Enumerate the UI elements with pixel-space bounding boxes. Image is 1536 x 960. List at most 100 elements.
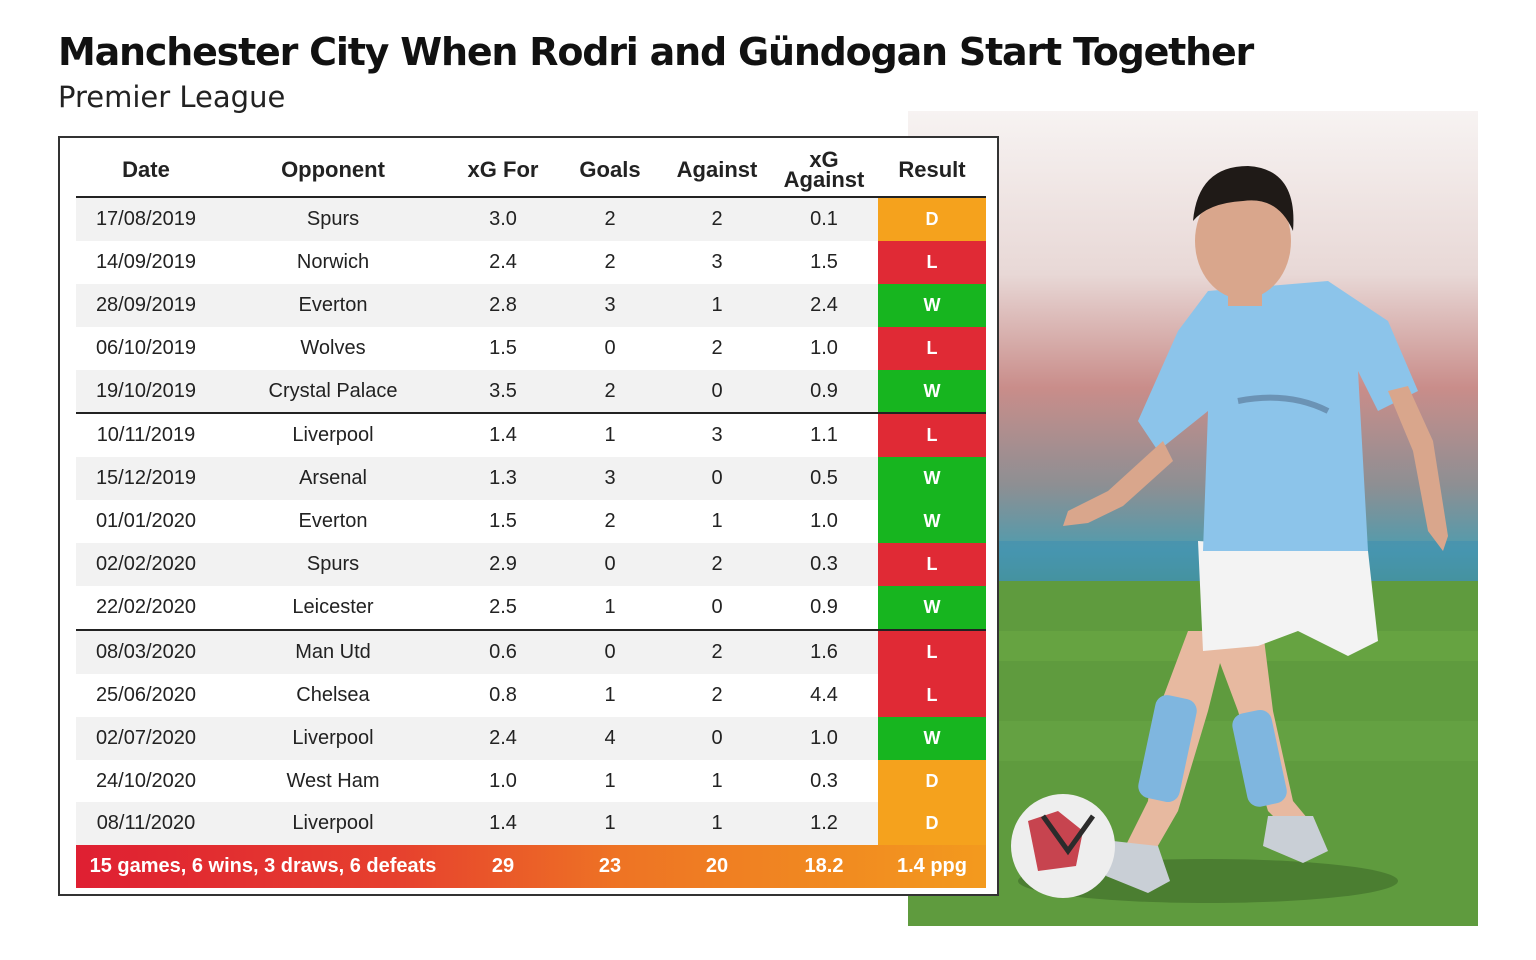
- cell-goals: 2: [604, 207, 616, 230]
- table-row: 10/11/2019 Liverpool 1.4 1 3 1.1 L: [76, 414, 986, 458]
- totals-against: 20: [705, 855, 729, 878]
- table-row: 25/06/2020 Chelsea 0.8 1 2 4.4 L: [76, 673, 986, 717]
- cell-date: 14/09/2019: [95, 250, 197, 273]
- cell-result: W: [878, 716, 986, 760]
- cell-xg-against: 0.9: [810, 379, 838, 402]
- cell-date: 24/10/2020: [95, 769, 197, 792]
- totals-label: 15 games, 6 wins, 3 draws, 6 defeats: [89, 855, 437, 878]
- cell-against: 0: [711, 595, 723, 618]
- cell-result: D: [878, 198, 986, 241]
- cell-date: 22/02/2020: [95, 595, 197, 618]
- cell-date: 08/03/2020: [95, 640, 197, 663]
- cell-xg-for: 3.5: [489, 379, 517, 402]
- cell-date: 28/09/2019: [95, 293, 197, 316]
- cell-against: 3: [711, 424, 723, 447]
- cell-against: 0: [711, 467, 723, 490]
- cell-result: L: [878, 414, 986, 458]
- cell-xg-against: 1.0: [810, 510, 838, 533]
- cell-xg-for: 0.6: [489, 640, 517, 663]
- cell-against: 2: [711, 640, 723, 663]
- cell-opponent: Arsenal: [299, 467, 367, 490]
- table-row: 02/07/2020 Liverpool 2.4 4 0 1.0 W: [76, 716, 986, 760]
- cell-xg-for: 2.4: [489, 250, 517, 273]
- cell-xg-against: 0.5: [810, 467, 838, 490]
- cell-against: 1: [711, 510, 723, 533]
- cell-xg-against: 1.5: [810, 250, 838, 273]
- cell-xg-for: 1.5: [489, 510, 517, 533]
- cell-xg-for: 1.0: [489, 769, 517, 792]
- cell-against: 0: [711, 379, 723, 402]
- cell-goals: 0: [604, 640, 616, 663]
- cell-date: 19/10/2019: [95, 379, 197, 402]
- cell-against: 2: [711, 553, 723, 576]
- cell-opponent: Everton: [298, 510, 368, 533]
- cell-goals: 1: [604, 424, 616, 447]
- cell-xg-for: 3.0: [489, 207, 517, 230]
- column-header-against: Against: [676, 157, 758, 182]
- cell-result: D: [878, 759, 986, 803]
- cell-date: 02/02/2020: [95, 553, 197, 576]
- cell-result: W: [878, 457, 986, 501]
- cell-xg-for: 1.5: [489, 336, 517, 359]
- cell-result: W: [878, 586, 986, 629]
- player-photo: [908, 111, 1478, 926]
- cell-opponent: Liverpool: [292, 424, 374, 447]
- table-row: 08/11/2020 Liverpool 1.4 1 1 1.2 D: [76, 802, 986, 846]
- column-header-result: Result: [898, 157, 966, 182]
- results-table-card: Date Opponent xG For Goals Against xG Aga…: [58, 136, 999, 896]
- cell-goals: 2: [604, 510, 616, 533]
- cell-opponent: Chelsea: [296, 683, 370, 706]
- cell-opponent: Leicester: [292, 595, 374, 618]
- cell-result: W: [878, 283, 986, 327]
- cell-result: W: [878, 369, 986, 413]
- totals-row: 15 games, 6 wins, 3 draws, 6 defeats 29 …: [76, 845, 986, 889]
- cell-result: L: [878, 673, 986, 717]
- cell-result: L: [878, 543, 986, 587]
- cell-xg-against: 0.1: [810, 207, 838, 230]
- column-header-xg-against: xG Against: [783, 147, 865, 192]
- cell-against: 0: [711, 726, 723, 749]
- cell-opponent: Spurs: [306, 207, 360, 230]
- column-header-opponent: Opponent: [281, 157, 385, 182]
- totals-goals: 23: [598, 855, 622, 878]
- totals-result: 1.4 ppg: [896, 855, 967, 878]
- cell-date: 25/06/2020: [95, 683, 197, 706]
- cell-goals: 2: [604, 250, 616, 273]
- cell-date: 01/01/2020: [95, 510, 197, 533]
- cell-xg-against: 1.0: [810, 336, 838, 359]
- cell-against: 2: [711, 683, 723, 706]
- cell-result: L: [878, 326, 986, 370]
- cell-opponent: Spurs: [306, 553, 360, 576]
- table-row: 14/09/2019 Norwich 2.4 2 3 1.5 L: [76, 240, 986, 284]
- cell-xg-for: 2.4: [489, 726, 517, 749]
- cell-xg-against: 1.2: [810, 812, 838, 835]
- table-row: 28/09/2019 Everton 2.8 3 1 2.4 W: [76, 283, 986, 327]
- cell-xg-against: 1.0: [810, 726, 838, 749]
- cell-date: 02/07/2020: [95, 726, 197, 749]
- cell-against: 1: [711, 293, 723, 316]
- table-row: 24/10/2020 West Ham 1.0 1 1 0.3 D: [76, 759, 986, 803]
- cell-xg-for: 2.9: [489, 553, 517, 576]
- chart-subtitle: Premier League: [58, 80, 286, 114]
- table-row: 15/12/2019 Arsenal 1.3 3 0 0.5 W: [76, 457, 986, 501]
- table-body: 17/08/2019 Spurs 3.0 2 2 0.1 D 14/09/2019 Norwic…: [76, 198, 986, 846]
- cell-date: 06/10/2019: [95, 336, 197, 359]
- cell-goals: 0: [604, 553, 616, 576]
- cell-xg-against: 1.1: [810, 424, 838, 447]
- table-row: 01/01/2020 Everton 1.5 2 1 1.0 W: [76, 500, 986, 544]
- column-header-date: Date: [122, 157, 170, 182]
- cell-result: L: [878, 240, 986, 284]
- cell-opponent: Everton: [298, 293, 368, 316]
- cell-against: 3: [711, 250, 723, 273]
- cell-xg-against: 0.9: [810, 595, 838, 618]
- cell-against: 1: [711, 812, 723, 835]
- cell-goals: 1: [604, 595, 616, 618]
- cell-xg-against: 4.4: [810, 683, 838, 706]
- totals-xg-for: 29: [491, 855, 515, 878]
- cell-xg-for: 1.4: [489, 424, 517, 447]
- cell-result: D: [878, 802, 986, 846]
- cell-xg-for: 1.4: [489, 812, 517, 835]
- cell-xg-for: 2.5: [489, 595, 517, 618]
- cell-date: 15/12/2019: [95, 467, 197, 490]
- cell-against: 1: [711, 769, 723, 792]
